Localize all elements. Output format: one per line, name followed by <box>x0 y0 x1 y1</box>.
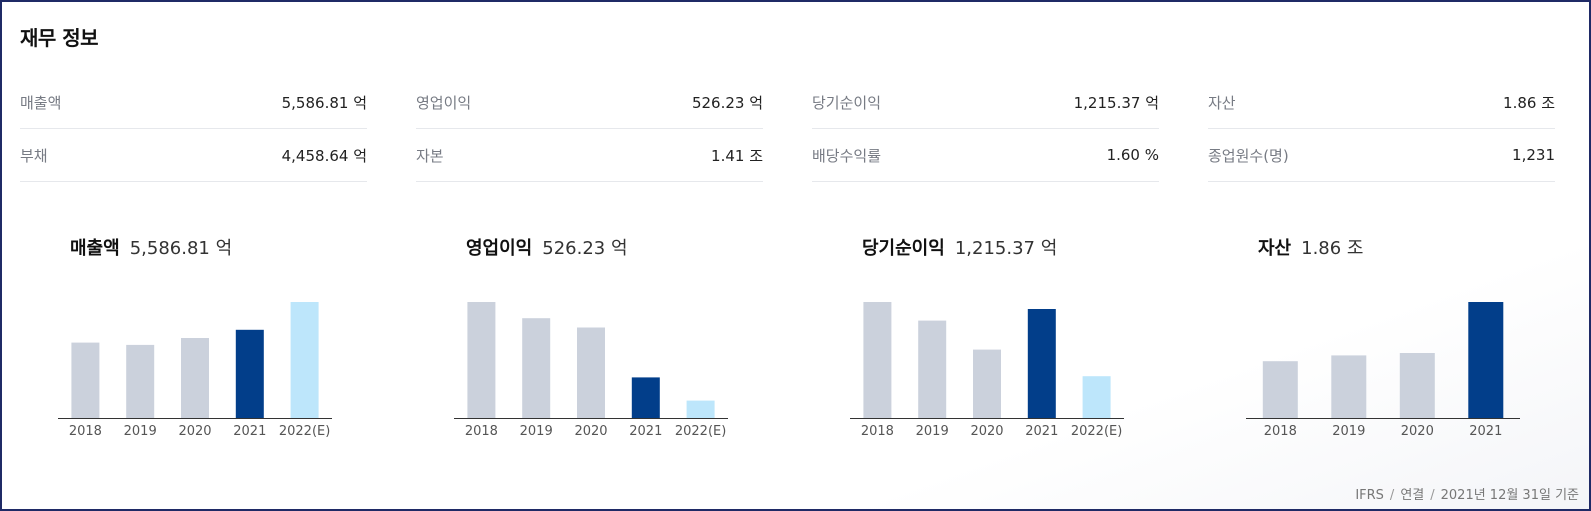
x-tick-label: 2020 <box>970 424 1003 439</box>
bar-2021 <box>1027 309 1056 418</box>
metric-label: 배당수익률 <box>812 146 882 165</box>
metric-value: 5,586.81 억 <box>281 93 367 112</box>
bar-2019 <box>918 320 947 418</box>
x-tick-label: 2022(E) <box>1071 424 1122 439</box>
x-tick-label: 2021 <box>1025 424 1058 439</box>
x-tick-label: 2019 <box>1332 424 1365 439</box>
x-tick-label: 2020 <box>178 424 211 439</box>
chart-title: 영업이익 <box>466 238 533 259</box>
assets-bar-chart: 2018 2019 2020 2021 <box>1246 302 1520 439</box>
footnote: IFRS / 연결 / 2021년 12월 31일 기준 <box>1355 484 1579 503</box>
metric-value: 1.41 조 <box>711 146 763 165</box>
bar-2018 <box>467 302 496 418</box>
chart-title: 자산 <box>1258 238 1292 259</box>
metric-column-3: 당기순이익 1,215.37 억 배당수익률 1.60 % <box>812 76 1159 182</box>
metric-row-assets: 자산 1.86 조 <box>1208 76 1555 129</box>
x-tick-label: 2020 <box>574 424 607 439</box>
chart-heading: 영업이익 526.23 억 <box>466 234 628 260</box>
metric-label: 종업원수(명) <box>1208 146 1289 165</box>
x-tick-label: 2019 <box>916 424 949 439</box>
x-tick-label: 2018 <box>1264 424 1297 439</box>
metric-value: 1.86 조 <box>1503 93 1555 112</box>
bar-2018 <box>863 302 892 418</box>
bar-2020 <box>577 327 605 418</box>
x-tick-label: 2018 <box>69 424 102 439</box>
metric-row-net-income: 당기순이익 1,215.37 억 <box>812 76 1159 129</box>
net-income-bar-chart: 2018 2019 2020 2021 2022(E) <box>850 302 1124 439</box>
chart-revenue: 2018 2019 2020 2021 2022(E) 매출액 5,586.81 억 <box>20 228 350 453</box>
metric-row-revenue: 매출액 5,586.81 억 <box>20 76 367 129</box>
chart-operating-income: 2018 2019 2020 2021 2022(E) 영업이익 526.23 억 <box>416 228 746 453</box>
separator: / <box>1430 488 1435 503</box>
metric-label: 당기순이익 <box>812 93 882 112</box>
footnote-date: 2021년 12월 31일 기준 <box>1440 488 1579 503</box>
chart-title: 매출액 <box>70 238 120 259</box>
chart-value: 526.23 억 <box>542 238 628 259</box>
metric-label: 자산 <box>1208 93 1236 112</box>
bar-2018 <box>1262 361 1298 418</box>
bar-2018 <box>71 342 100 418</box>
revenue-bar-chart: 2018 2019 2020 2021 2022(E) <box>58 302 332 439</box>
bar-2020 <box>1399 353 1435 418</box>
chart-net-income: 2018 2019 2020 2021 2022(E) 당기순이익 1,215.37 억 <box>812 228 1142 453</box>
chart-value: 1,215.37 억 <box>954 238 1058 259</box>
metric-column-2: 영업이익 526.23 억 자본 1.41 조 <box>416 76 763 182</box>
metric-value: 1.60 % <box>1106 146 1159 164</box>
bar-2022(E) <box>290 302 319 418</box>
bar-2019 <box>522 318 551 418</box>
metric-label: 영업이익 <box>416 93 472 112</box>
metric-row-liabilities: 부채 4,458.64 억 <box>20 129 367 182</box>
x-tick-label: 2022(E) <box>675 424 726 439</box>
x-tick-label: 2019 <box>124 424 157 439</box>
bar-2020 <box>973 349 1001 418</box>
metric-value: 1,215.37 억 <box>1073 93 1159 112</box>
metric-label: 매출액 <box>20 93 62 112</box>
separator: / <box>1389 488 1395 503</box>
metric-row-operating-income: 영업이익 526.23 억 <box>416 76 763 129</box>
metric-row-dividend-yield: 배당수익률 1.60 % <box>812 129 1159 182</box>
bar-2020 <box>181 338 209 418</box>
chart-heading: 자산 1.86 조 <box>1258 234 1364 260</box>
x-tick-label: 2021 <box>233 424 266 439</box>
chart-heading: 당기순이익 1,215.37 억 <box>862 234 1057 260</box>
metric-value: 526.23 억 <box>691 93 763 112</box>
x-tick-label: 2021 <box>629 424 662 439</box>
x-tick-label: 2020 <box>1401 424 1434 439</box>
metric-value: 4,458.64 억 <box>281 146 367 165</box>
bar-2021 <box>631 377 660 418</box>
x-tick-label: 2022(E) <box>279 424 330 439</box>
operating-income-bar-chart: 2018 2019 2020 2021 2022(E) <box>454 302 728 439</box>
bar-2021 <box>235 329 264 418</box>
metric-value: 1,231 <box>1512 146 1555 164</box>
x-tick-label: 2021 <box>1469 424 1502 439</box>
chart-assets: 2018 2019 2020 2021 자산 1.86 조 <box>1208 228 1538 453</box>
metric-column-4: 자산 1.86 조 종업원수(명) 1,231 <box>1208 76 1555 182</box>
x-tick-label: 2018 <box>861 424 894 439</box>
metric-row-employees: 종업원수(명) 1,231 <box>1208 129 1555 182</box>
bar-2021 <box>1468 302 1504 418</box>
chart-title: 당기순이익 <box>862 238 945 259</box>
metric-label: 자본 <box>416 146 444 165</box>
footnote-basis: 연결 <box>1400 488 1425 503</box>
bar-2019 <box>126 344 155 418</box>
chart-value: 1.86 조 <box>1301 238 1364 259</box>
chart-value: 5,586.81 억 <box>129 238 233 259</box>
footnote-standard: IFRS <box>1355 488 1384 503</box>
bar-2022(E) <box>686 400 715 418</box>
x-tick-label: 2018 <box>465 424 498 439</box>
section-title: 재무 정보 <box>20 26 99 50</box>
x-tick-label: 2019 <box>520 424 553 439</box>
chart-heading: 매출액 5,586.81 억 <box>70 234 232 260</box>
metric-column-1: 매출액 5,586.81 억 부채 4,458.64 억 <box>20 76 367 182</box>
metric-label: 부채 <box>20 146 48 165</box>
bar-2022(E) <box>1082 376 1111 418</box>
metric-row-equity: 자본 1.41 조 <box>416 129 763 182</box>
bar-2019 <box>1331 355 1367 418</box>
